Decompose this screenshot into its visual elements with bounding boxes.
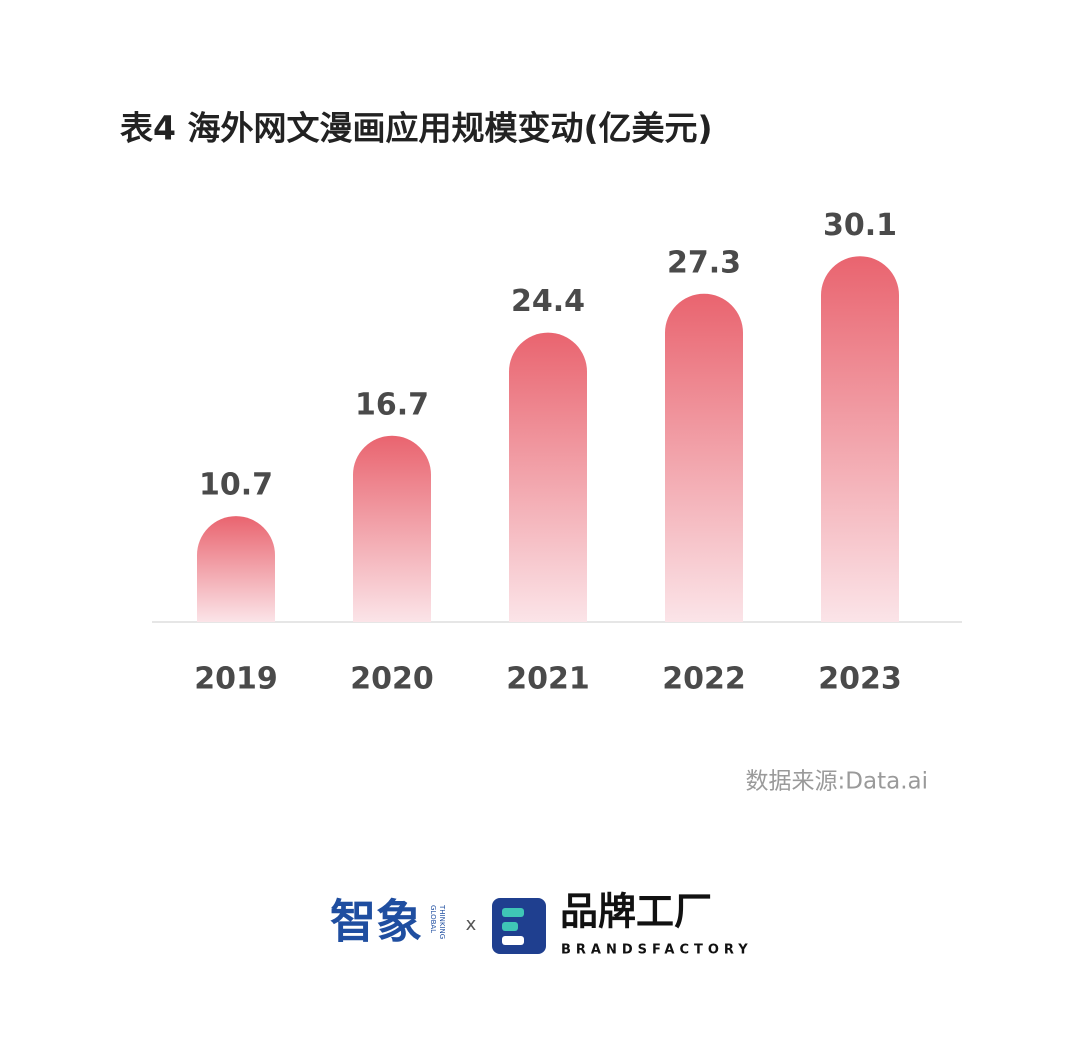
data-label: 30.1 [823, 208, 897, 243]
data-label: 16.7 [355, 387, 429, 422]
bar [353, 435, 431, 622]
bar [665, 293, 743, 622]
data-label: 10.7 [199, 468, 273, 503]
chart-title: 表4 海外网文漫画应用规模变动(亿美元) [120, 109, 713, 148]
x-tick-label: 2020 [350, 662, 434, 697]
x-tick-label: 2022 [662, 662, 746, 697]
footer-logos: 智象 GLOBAL THINKING x 品牌工厂 BRANDSFACTORY [330, 890, 753, 958]
brand1-sub: THINKING [438, 904, 446, 939]
bar [509, 332, 587, 622]
brand2-icon [492, 898, 546, 954]
source: 数据来源:Data.ai [746, 769, 928, 795]
x-tick-label: 2023 [818, 662, 902, 697]
separator: x [466, 914, 477, 935]
brand2: 品牌工厂 [560, 890, 712, 934]
brand1-sub: GLOBAL [429, 905, 437, 933]
brand2-icon-part [502, 908, 524, 917]
brand2-sub: BRANDSFACTORY [561, 943, 753, 958]
bar [821, 256, 899, 622]
brand2-icon-part [502, 922, 518, 931]
data-label: 27.3 [667, 245, 741, 280]
data-label: 24.4 [511, 284, 585, 319]
brand1: 智象 [330, 895, 422, 949]
x-tick-label: 2021 [506, 662, 590, 697]
brand2-icon-part [502, 936, 524, 945]
x-tick-label: 2019 [194, 662, 278, 697]
bar [197, 516, 275, 622]
